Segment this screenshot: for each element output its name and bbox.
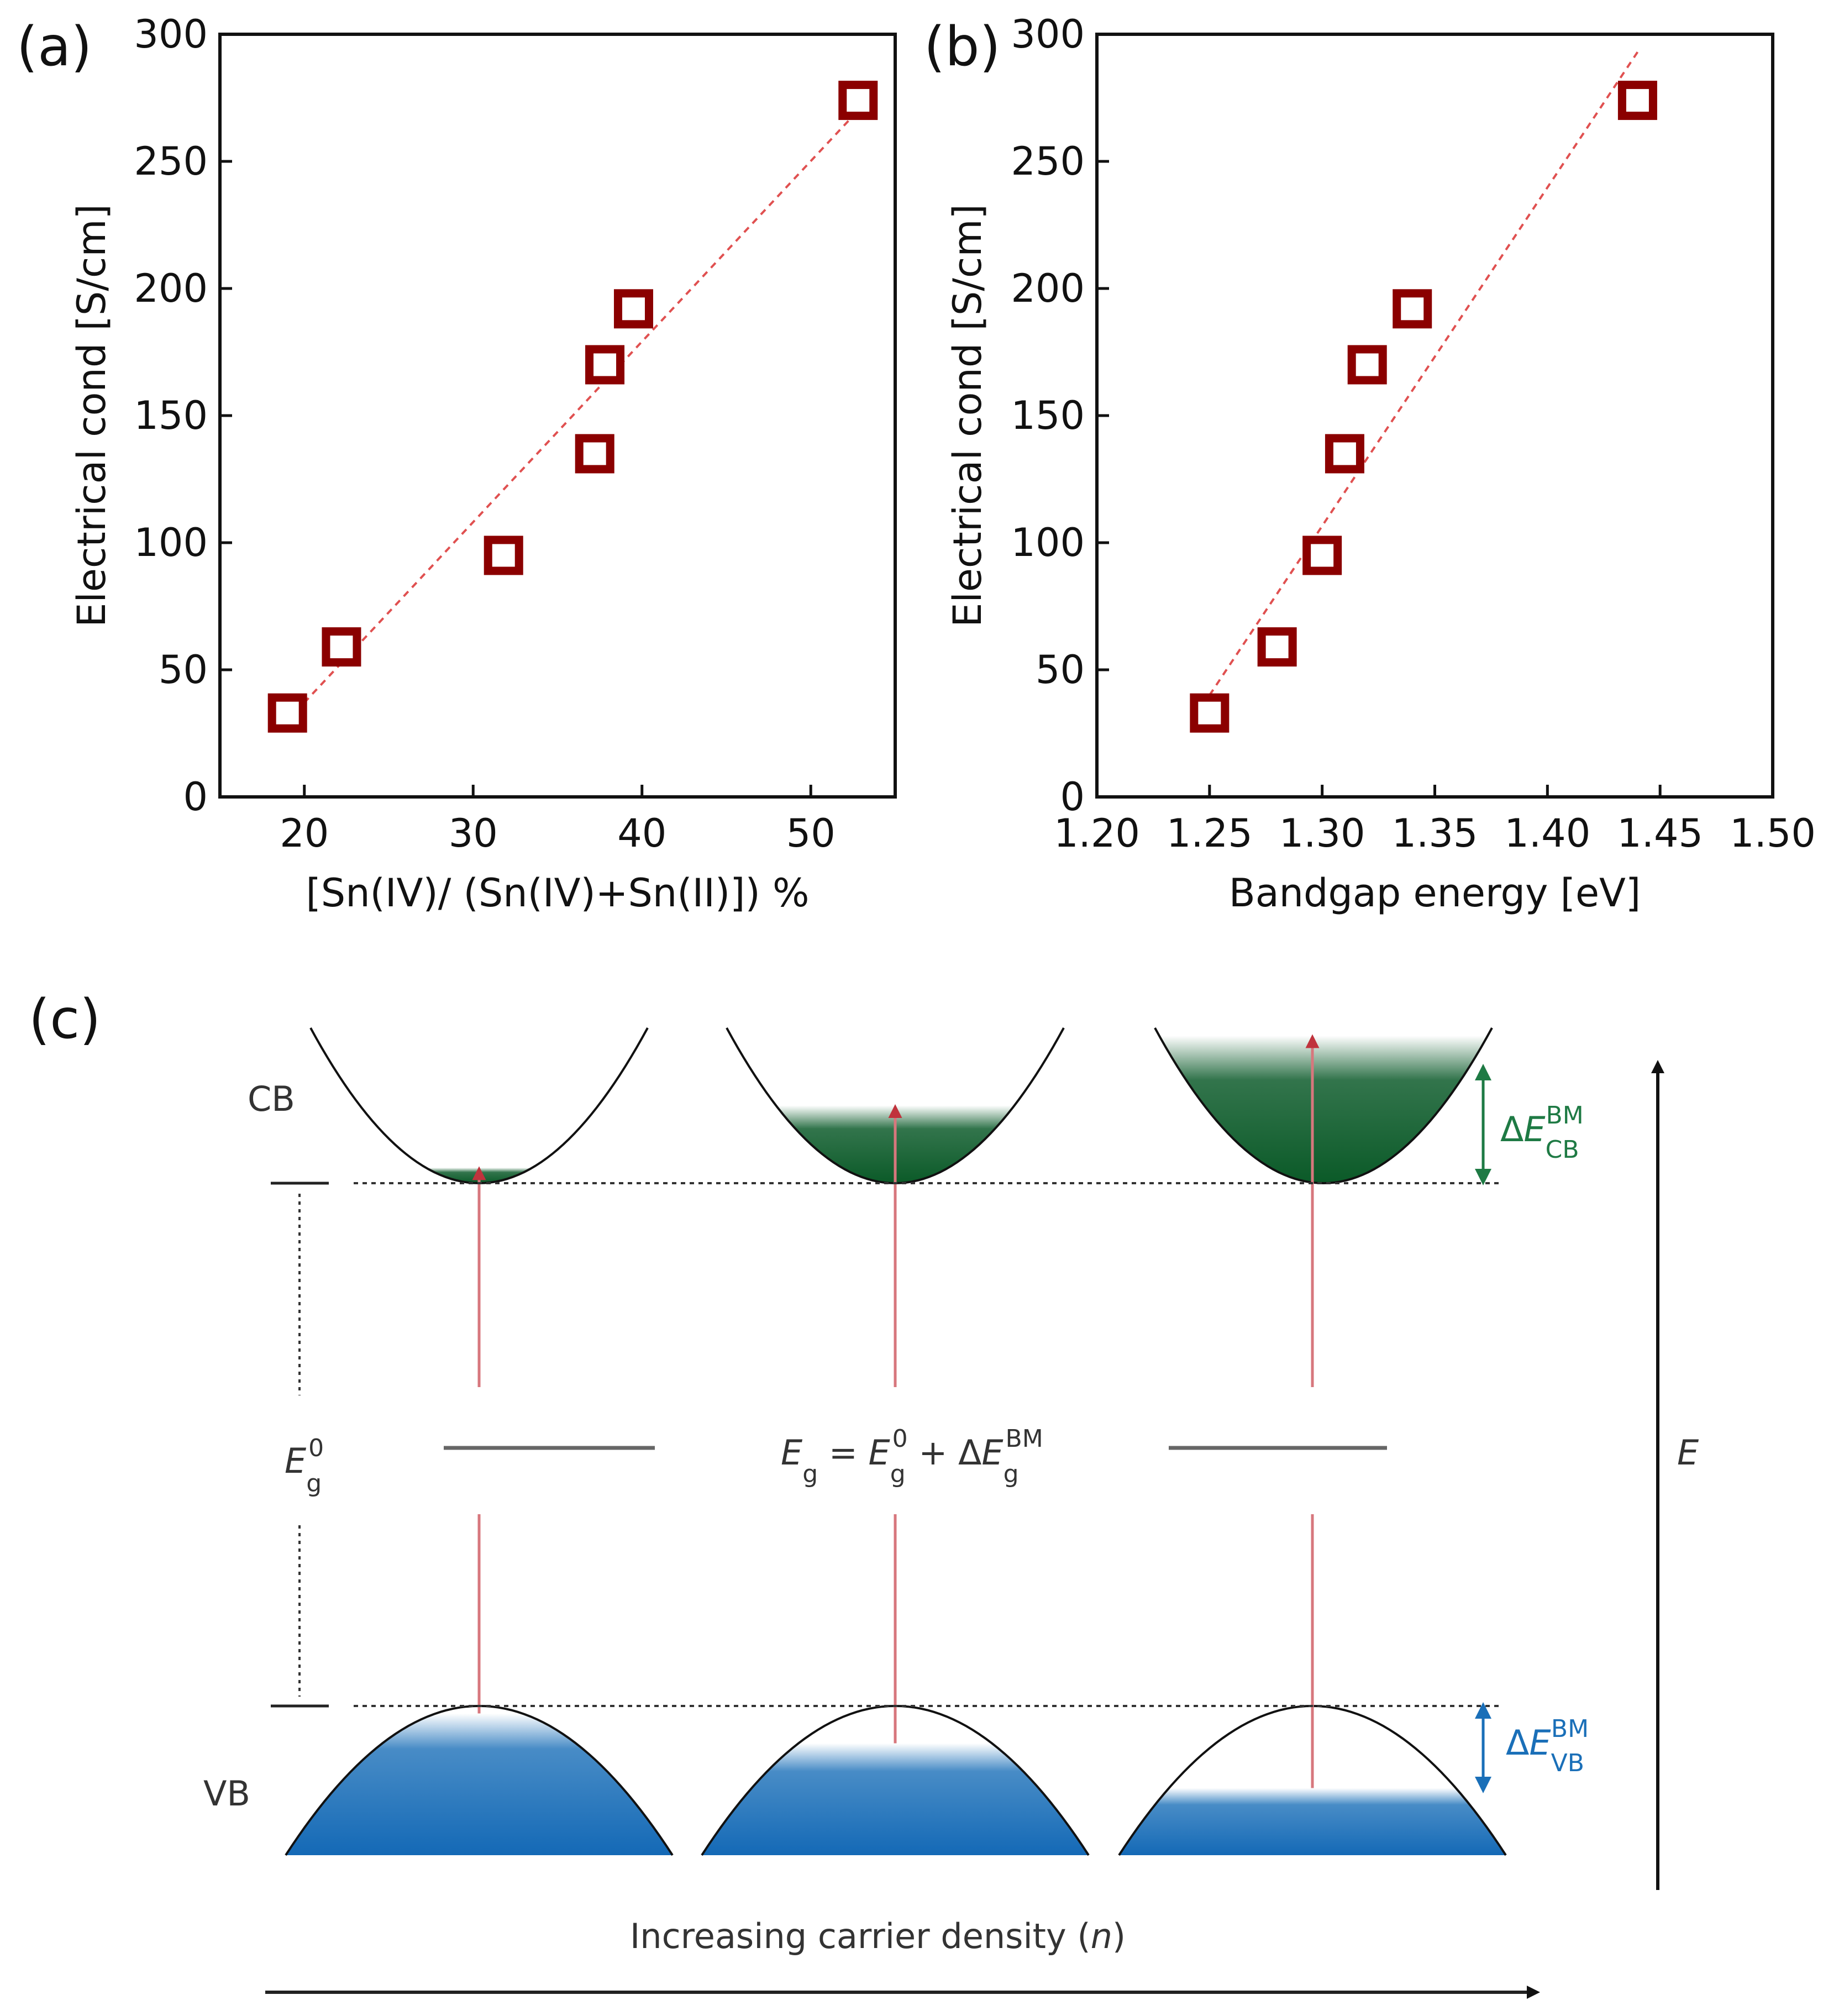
delta-vb-label: ΔEVBBM — [1506, 1715, 1589, 1777]
x-tick-label: 50 — [786, 811, 836, 856]
plot-frame — [1095, 33, 1774, 799]
data-point — [585, 345, 625, 385]
band-shapes — [285, 1027, 1507, 1856]
band-diagram: CB VB Eg0 Eg = Eg0 + ΔEgBM ΔECBBM ΔEVBBM… — [203, 1027, 1699, 1999]
x-tick-label: 40 — [617, 811, 666, 856]
data-point — [1617, 81, 1657, 120]
y-tick-label: 50 — [159, 647, 208, 692]
data-point — [1393, 289, 1432, 329]
carrier-density-label: Increasing carrier density (n) — [630, 1916, 1126, 1956]
x-tick-label: 1.50 — [1730, 811, 1816, 856]
data-point — [1257, 627, 1297, 667]
y-tick-label: 250 — [134, 139, 208, 184]
data-point — [322, 627, 361, 667]
vb-filled-states — [1119, 1788, 1506, 1855]
x-tick-label: 20 — [280, 811, 329, 856]
energy-axis-label: E — [1677, 1432, 1699, 1473]
panel-label-c: (c) — [29, 988, 101, 1051]
data-point — [1190, 693, 1230, 733]
y-tick-label: 150 — [134, 393, 208, 438]
x-tick-label: 30 — [449, 811, 498, 856]
y-tick-label: 100 — [134, 520, 208, 565]
y-tick-label: 300 — [1011, 12, 1085, 57]
data-point — [613, 289, 653, 329]
eg-equation: Eg = Eg0 + ΔEgBM — [781, 1425, 1043, 1488]
x-tick-label: 1.45 — [1617, 811, 1703, 856]
cb-parabola — [309, 1027, 649, 1185]
x-axis-label: Bandgap energy [eV] — [1229, 870, 1641, 916]
fit-line — [286, 109, 859, 722]
y-axis-label: Electrical cond [S/cm] — [945, 204, 990, 627]
eg0-label: Eg0 — [285, 1434, 324, 1498]
y-tick-label: 100 — [1011, 520, 1085, 565]
cb-label: CB — [248, 1079, 295, 1119]
fit-line — [1209, 51, 1639, 696]
y-tick-label: 300 — [134, 12, 208, 57]
y-tick-label: 0 — [183, 774, 208, 820]
panel-label-b: (b) — [924, 15, 1001, 78]
vb-label: VB — [203, 1773, 250, 1814]
data-point — [1325, 434, 1364, 474]
data-point — [484, 536, 523, 575]
vb-filled-states — [286, 1713, 673, 1855]
chart-b: 0 50 100 150 200 250 300 1.20 1.25 1.30 1.35 1.40 1.… — [945, 12, 1816, 916]
x-tick-label: 1.20 — [1054, 811, 1140, 856]
data-point — [1302, 536, 1342, 575]
x-tick-label: 1.30 — [1279, 811, 1365, 856]
y-tick-label: 200 — [1011, 266, 1085, 311]
data-point — [267, 693, 307, 733]
cb-parabola — [1154, 1027, 1493, 1185]
x-axis-label: [Sn(IV)/ (Sn(IV)+Sn(II)]) % — [306, 870, 809, 916]
x-tick-label: 1.40 — [1504, 811, 1590, 856]
delta-cb-label: ΔECBBM — [1500, 1101, 1584, 1164]
y-tick-label: 0 — [1060, 774, 1085, 820]
data-point — [1347, 345, 1387, 385]
plot-frame — [218, 33, 897, 799]
y-axis-label: Electrical cond [S/cm] — [69, 204, 114, 627]
y-tick-label: 200 — [134, 266, 208, 311]
x-tick-label: 1.25 — [1167, 811, 1253, 856]
data-point — [838, 81, 878, 120]
x-tick-label: 1.35 — [1392, 811, 1478, 856]
panel-label-a: (a) — [17, 15, 92, 78]
y-tick-label: 150 — [1011, 393, 1085, 438]
y-tick-label: 250 — [1011, 139, 1085, 184]
chart-a: 0 50 100 150 200 250 300 20 30 40 50 Electrical con… — [69, 12, 897, 916]
y-tick-label: 50 — [1036, 647, 1085, 692]
data-point — [575, 434, 614, 474]
vb-filled-states — [702, 1743, 1089, 1855]
